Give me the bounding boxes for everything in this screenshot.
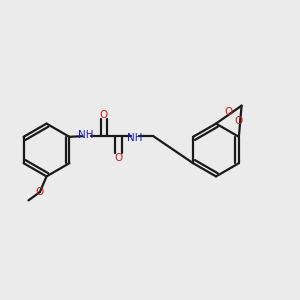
Text: O: O [225, 107, 233, 117]
Text: O: O [36, 187, 44, 197]
Text: O: O [114, 153, 122, 163]
Text: NH: NH [78, 130, 94, 140]
Text: O: O [235, 116, 243, 126]
Text: O: O [100, 110, 108, 120]
Text: NH: NH [127, 133, 142, 143]
